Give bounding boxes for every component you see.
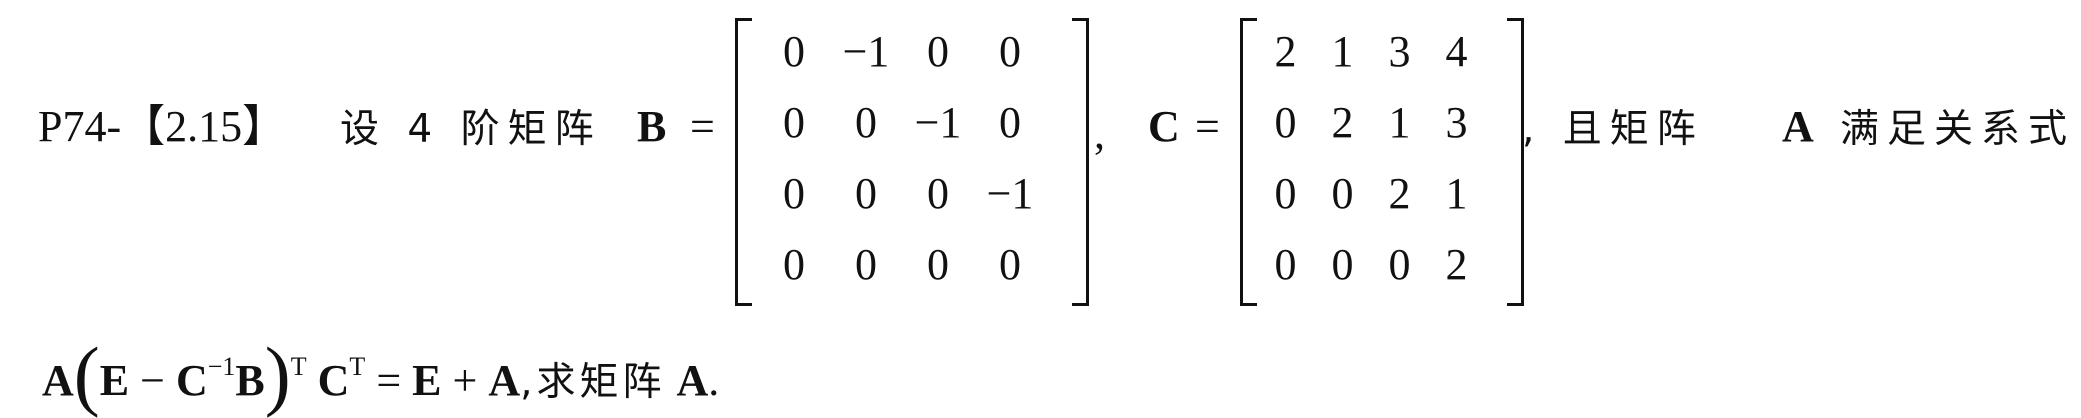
eq-c: C [175,356,208,405]
eq-right-paren: ) [264,331,291,418]
matrix-c-right-bracket [1507,18,1524,306]
eq-equals: = [376,356,402,405]
matrix-c-cell-r2-c1: 0 [1274,98,1297,147]
matrix-c-cell-r4-c1: 0 [1274,240,1297,289]
matrix-b-cell-r3-c4: −1 [986,169,1034,218]
matrix-b-cell-r1-c3: 0 [927,27,949,76]
symbol-b: B [637,102,667,151]
matrix-c-cell-r3-c1: 0 [1274,169,1297,218]
matrix-c-left-bracket [1240,18,1257,306]
eq-b: B [235,356,265,405]
matrix-b-cell-r4-c2: 0 [855,240,877,289]
matrix-b-cell-r2-c1: 0 [783,98,805,147]
matrix-b-cell-r3-c2: 0 [855,169,877,218]
symbol-a: A [1782,102,1814,151]
eq-a3: A [676,356,709,405]
text-and-matrix: , 且矩阵 [1522,107,1704,152]
problem-intro: 设 4 阶矩阵 [340,107,602,152]
eq-transpose-sup-2: T [349,352,366,381]
matrix-c-cell-r2-c4: 3 [1445,98,1468,147]
eq-left-paren: ( [73,331,100,418]
matrix-c-cell-r4-c3: 0 [1388,240,1411,289]
matrix-c-cell-r3-c3: 2 [1388,169,1411,218]
symbol-c: C [1148,102,1180,151]
matrix-b-cell-r4-c3: 0 [927,240,949,289]
matrix-c-cell-r1-c4: 4 [1445,27,1468,76]
matrix-b-right-bracket [1072,18,1089,306]
text-satisfies: 满足关系式 [1840,107,2076,152]
matrix-c-cell-r3-c4: 1 [1445,169,1468,218]
eq-e: E [99,356,130,405]
matrix-b-cell-r4-c1: 0 [783,240,805,289]
equation-line: A(E − C−1B)T CT = E + A,求矩阵 A. [42,330,720,414]
eq-e2: E [412,356,442,405]
eq-inverse-sup: −1 [207,352,236,381]
eq-period: . [708,356,720,405]
eq-a2: A [488,356,521,405]
matrix-c-cell-r1-c1: 2 [1274,27,1297,76]
eq-plus: + [452,356,478,405]
eq-a: A [42,356,74,405]
matrix-c-cell-r1-c2: 1 [1331,27,1354,76]
eq-tail-text: ,求矩阵 [520,360,666,405]
matrix-c-cell-r2-c2: 2 [1331,98,1354,147]
matrix-b-cell-r1-c2: −1 [842,27,890,76]
matrix-b-cell-r2-c3: −1 [914,98,962,147]
matrix-b-cell-r2-c2: 0 [855,98,877,147]
eq-c2: C [317,356,350,405]
matrix-c-cell-r1-c3: 3 [1388,27,1411,76]
comma-after-b: , [1094,109,1105,158]
matrix-b-cell-r1-c4: 0 [999,27,1021,76]
matrix-c-cell-r2-c3: 1 [1388,98,1411,147]
eq-transpose-sup: T [290,352,307,381]
equals-sign-c: = [1195,102,1220,151]
matrix-c-cell-r4-c2: 0 [1331,240,1354,289]
matrix-b-cell-r1-c1: 0 [783,27,805,76]
matrix-c-cell-r3-c2: 0 [1331,169,1354,218]
eq-minus: − [140,356,165,405]
matrix-b-left-bracket [735,18,752,306]
problem-label: P74-【2.15】 [38,102,287,151]
matrix-b-cell-r3-c3: 0 [927,169,949,218]
matrix-b-cell-r4-c4: 0 [999,240,1021,289]
matrix-b-cell-r2-c4: 0 [999,98,1021,147]
matrix-c-cell-r4-c4: 2 [1445,240,1468,289]
matrix-b-cell-r3-c1: 0 [783,169,805,218]
equals-sign-b: = [690,102,715,151]
